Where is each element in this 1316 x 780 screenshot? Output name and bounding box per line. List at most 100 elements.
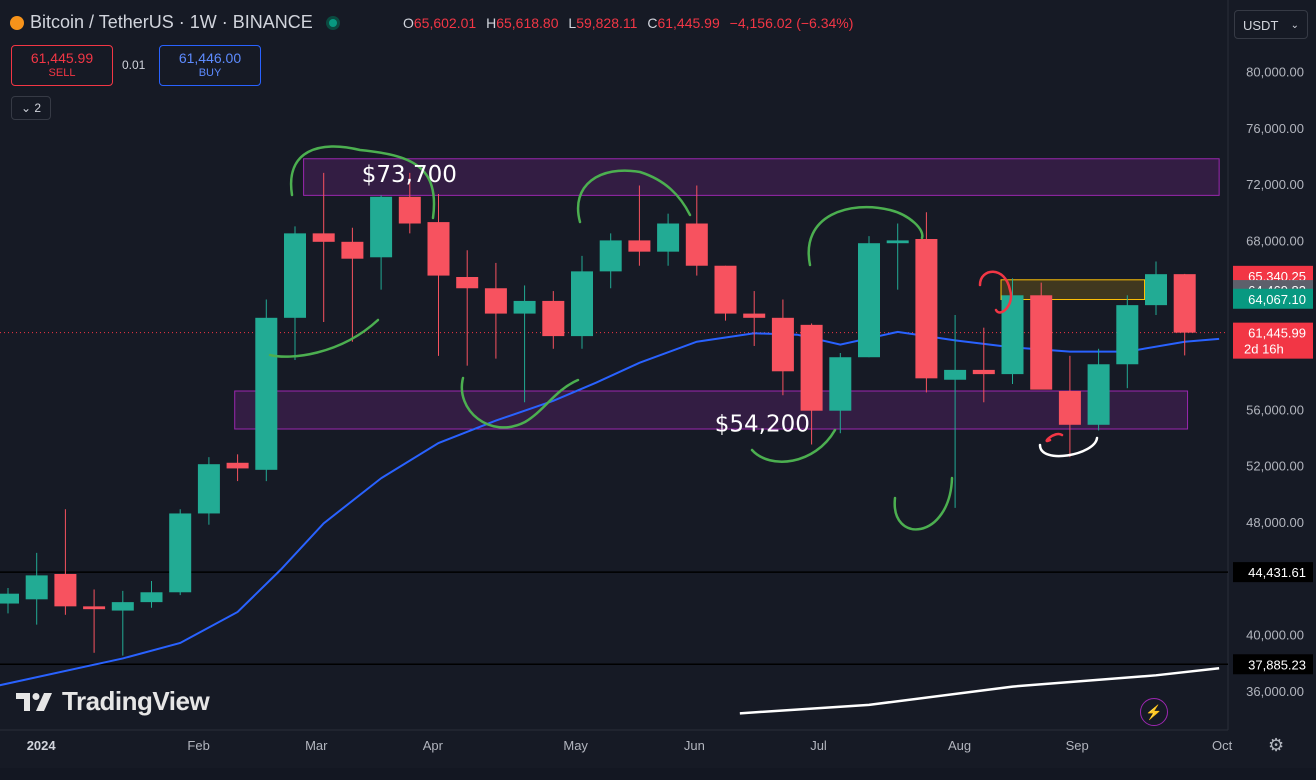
y-tick-label-1: 76,000.00 — [1246, 121, 1304, 136]
candle-body-27 — [771, 317, 794, 372]
y-tick-label-3: 68,000.00 — [1246, 233, 1304, 248]
high-label: H — [486, 15, 497, 31]
y-tick-label-7: 40,000.00 — [1246, 628, 1304, 643]
candle-body-4 — [111, 602, 134, 611]
candle-body-10 — [284, 233, 306, 318]
candle-body-9 — [255, 317, 278, 470]
price-label-box-3 — [1233, 322, 1313, 359]
candle-body-26 — [743, 313, 766, 318]
drawing-arc-4 — [268, 318, 380, 358]
chevron-down-icon: ⌄ — [1290, 20, 1299, 31]
y-tick-label-8: 36,000.00 — [1246, 684, 1304, 699]
open-value: 65,602.01 — [413, 15, 477, 31]
x-tick-label-7: Aug — [948, 738, 971, 753]
change-value: −4,156.02 (−6.34%) — [729, 15, 854, 31]
candle-body-36 — [1030, 295, 1053, 390]
long-moving-average-line — [739, 667, 1220, 715]
candle-body-25 — [714, 265, 737, 314]
y-tick-label-2: 72,000.00 — [1246, 177, 1304, 192]
y-tick-label-4: 56,000.00 — [1246, 402, 1304, 417]
bitcoin-icon — [10, 15, 24, 30]
sell-label: SELL — [48, 67, 76, 79]
candle-body-34 — [972, 369, 995, 375]
horizontal-line-label-box-0 — [1233, 562, 1313, 583]
drawing-arc-7 — [893, 476, 954, 531]
resistance-zone — [303, 158, 1220, 196]
price-label-3: 61,445.99 — [1248, 326, 1306, 341]
annotation-label-0: $73,700 — [362, 162, 457, 188]
symbol-header: Bitcoin / TetherUS · 1W · BINANCE — [10, 12, 359, 33]
high-value: 65,618.80 — [496, 15, 559, 31]
drawing-arc-3 — [807, 205, 924, 267]
x-tick-label-1: Feb — [187, 738, 209, 753]
sell-button[interactable]: 61,445.99 SELL — [11, 45, 113, 86]
support-zone — [234, 390, 1189, 430]
small-zone — [1000, 279, 1146, 301]
close-label: C — [647, 15, 658, 31]
candle-body-3 — [83, 606, 106, 610]
price-label-box-2 — [1233, 288, 1313, 309]
candle-body-11 — [312, 233, 335, 242]
candle-body-21 — [599, 240, 622, 272]
currency-select[interactable]: USDT ⌄ — [1234, 10, 1308, 39]
y-tick-label-5: 52,000.00 — [1246, 459, 1304, 474]
x-tick-label-8: Sep — [1066, 738, 1089, 753]
y-tick-label-0: 80,000.00 — [1246, 65, 1304, 80]
candle-body-16 — [456, 276, 479, 289]
x-tick-label-3: Apr — [423, 738, 444, 753]
candle-body-17 — [484, 288, 507, 314]
horizontal-line-label-box-1 — [1233, 654, 1313, 675]
candle-body-37 — [1058, 391, 1081, 425]
gear-icon[interactable]: ⚙ — [1268, 735, 1285, 755]
open-label: O — [403, 15, 414, 31]
symbol-title[interactable]: Bitcoin / TetherUS · 1W · BINANCE — [30, 12, 313, 32]
candle-body-7 — [197, 464, 220, 514]
candle-body-19 — [542, 300, 565, 337]
candle-body-24 — [685, 223, 708, 266]
x-tick-label-9: Oct — [1212, 738, 1233, 753]
price-label-0: 65,340.25 — [1248, 269, 1306, 284]
bottom-toolbar — [0, 768, 1316, 780]
lightning-icon[interactable]: ⚡ — [1140, 698, 1168, 726]
drawing-arc-8 — [1038, 436, 1099, 458]
spread-value: 0.01 — [122, 58, 146, 72]
tradingview-logo-icon — [16, 692, 52, 711]
candle-body-8 — [226, 462, 249, 469]
candle-body-28 — [800, 324, 823, 411]
drawing-arc-2 — [576, 169, 692, 224]
candle-body-40 — [1145, 274, 1167, 306]
drawing-arc-6 — [750, 428, 837, 463]
logo-text: TradingView — [62, 686, 210, 716]
candle-body-14 — [398, 196, 421, 224]
candle-body-5 — [140, 592, 163, 603]
candle-body-0 — [0, 593, 19, 604]
currency-value: USDT — [1243, 18, 1279, 33]
candle-body-33 — [944, 369, 967, 380]
price-axis — [1228, 0, 1316, 768]
close-value: 61,445.99 — [657, 15, 720, 31]
candle-body-18 — [513, 300, 536, 314]
candle-body-12 — [341, 241, 364, 259]
buy-label: BUY — [198, 67, 222, 79]
market-open-icon — [328, 18, 337, 27]
candle-body-2 — [54, 573, 77, 607]
candle-body-29 — [829, 357, 852, 411]
price-label-2: 64,067.10 — [1248, 292, 1306, 307]
horizontal-line-label-0: 44,431.61 — [1248, 565, 1306, 580]
candle-body-41 — [1173, 274, 1196, 333]
buy-price: 61,446.00 — [178, 50, 242, 66]
tradingview-logo: TradingView — [14, 686, 210, 717]
y-tick-label-6: 48,000.00 — [1246, 515, 1304, 530]
candle-body-30 — [858, 243, 880, 358]
indicators-toggle-button[interactable]: ⌄ 2 — [11, 96, 51, 120]
candle-body-35 — [1001, 295, 1024, 375]
chevron-down-icon: ⌄ — [20, 101, 32, 115]
candle-body-32 — [915, 238, 938, 379]
candle-body-38 — [1087, 364, 1110, 425]
drawing-arc-1 — [289, 145, 436, 220]
indicators-count: 2 — [34, 101, 42, 115]
annotation-label-1: $54,200 — [715, 411, 810, 437]
buy-button[interactable]: 61,446.00 BUY — [159, 45, 261, 86]
